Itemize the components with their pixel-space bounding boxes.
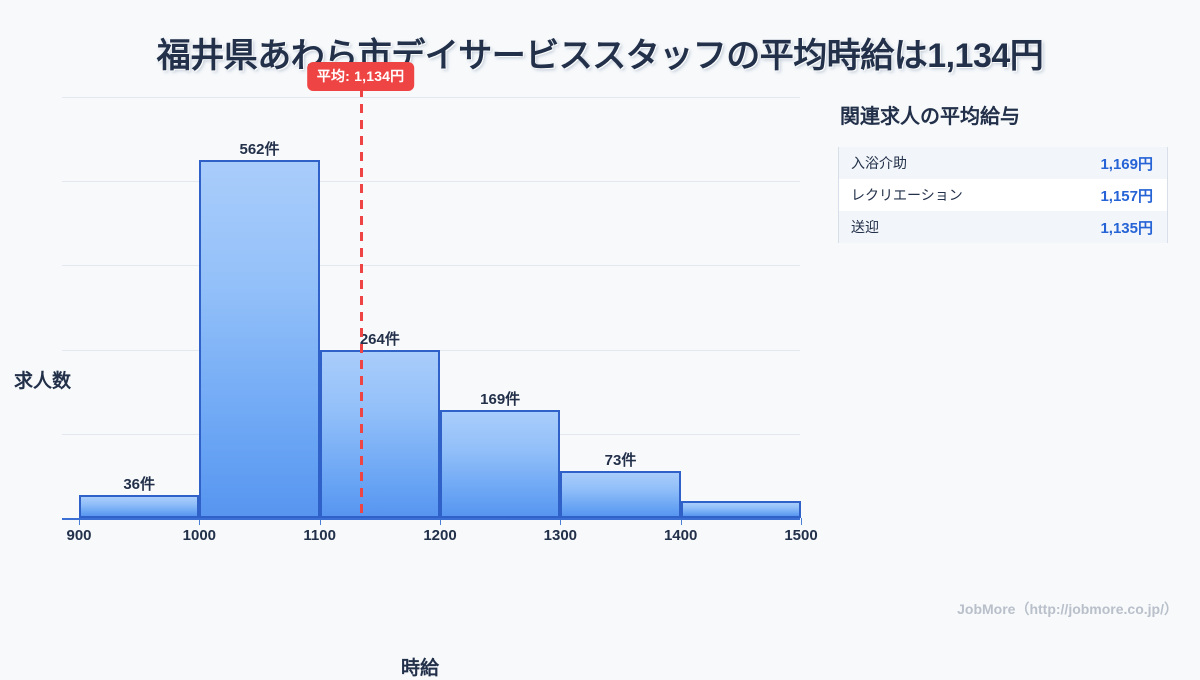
- bar: [199, 159, 320, 518]
- related-salary-row-label: レクリエーション: [851, 187, 963, 203]
- related-salary-row: 入浴介助 1,169円: [839, 147, 1167, 179]
- x-tick: [440, 518, 441, 525]
- related-salary-row-value: 1,169円: [1100, 155, 1153, 173]
- bar-value-label: 73件: [604, 452, 637, 470]
- x-axis-title: 時給: [400, 658, 439, 679]
- bar-value-label: 264件: [359, 330, 400, 348]
- bar: [440, 410, 561, 518]
- related-salary-title: 関連求人の平均給与: [840, 106, 1020, 128]
- x-tick-label: 1100: [303, 527, 336, 544]
- x-tick-label: 1200: [423, 527, 457, 544]
- related-salary-row-label: 送迎: [851, 219, 879, 235]
- page-title: 福井県あわら市デイサービススタッフの平均時給は1,134円: [156, 37, 1044, 75]
- x-tick: [79, 518, 80, 525]
- x-tick: [560, 518, 562, 525]
- bar: [680, 500, 801, 518]
- x-tick-label: 1500: [784, 527, 818, 544]
- gridline: [62, 181, 800, 183]
- chart-plot-area: 36件 562件 264件 169件 73件 900 1000 1100 1200 1300 14…: [62, 62, 818, 544]
- x-tick: [199, 518, 201, 525]
- related-salary-row: レクリエーション 1,157円: [839, 179, 1167, 211]
- y-axis-title: 求人数: [14, 371, 72, 392]
- average-badge: 平均: 1,134円: [306, 62, 415, 91]
- bar: [560, 471, 681, 518]
- related-salary-row-value: 1,135円: [1100, 219, 1153, 237]
- histogram-chart: 求人数 36件 562件 264件 169件 73件 900 1000 1100 1200 13…: [0, 62, 840, 679]
- gridline: [62, 97, 800, 98]
- x-axis-line: [62, 518, 800, 520]
- gridline: [62, 265, 800, 267]
- bar: [79, 495, 200, 518]
- watermark-footer: JobMore（http://jobmore.co.jp/）: [957, 601, 1178, 617]
- x-tick: [801, 518, 802, 525]
- x-tick-label: 1300: [543, 527, 578, 544]
- average-line: [359, 88, 363, 518]
- bar-value-label: 169件: [480, 391, 521, 409]
- related-salary-row-value: 1,157円: [1100, 187, 1153, 205]
- bar-value-label: 36件: [123, 476, 155, 494]
- x-tick: [680, 518, 682, 525]
- bar-series: 36件 562件 264件 169件 73件: [79, 97, 819, 518]
- x-tick: [319, 518, 321, 525]
- bar-value-label: 562件: [239, 140, 280, 158]
- x-tick-label: 900: [66, 527, 92, 544]
- related-salary-row-label: 入浴介助: [851, 155, 907, 171]
- x-tick-label: 1400: [663, 527, 698, 544]
- related-salary-panel: 関連求人の平均給与 入浴介助 1,169円レクリエーション 1,157円送迎 1,13…: [838, 100, 1168, 243]
- x-tick-label: 1000: [182, 527, 217, 544]
- bar: [319, 349, 440, 518]
- related-salary-table: 入浴介助 1,169円レクリエーション 1,157円送迎 1,135円: [838, 147, 1168, 243]
- related-salary-row: 送迎 1,135円: [839, 211, 1167, 243]
